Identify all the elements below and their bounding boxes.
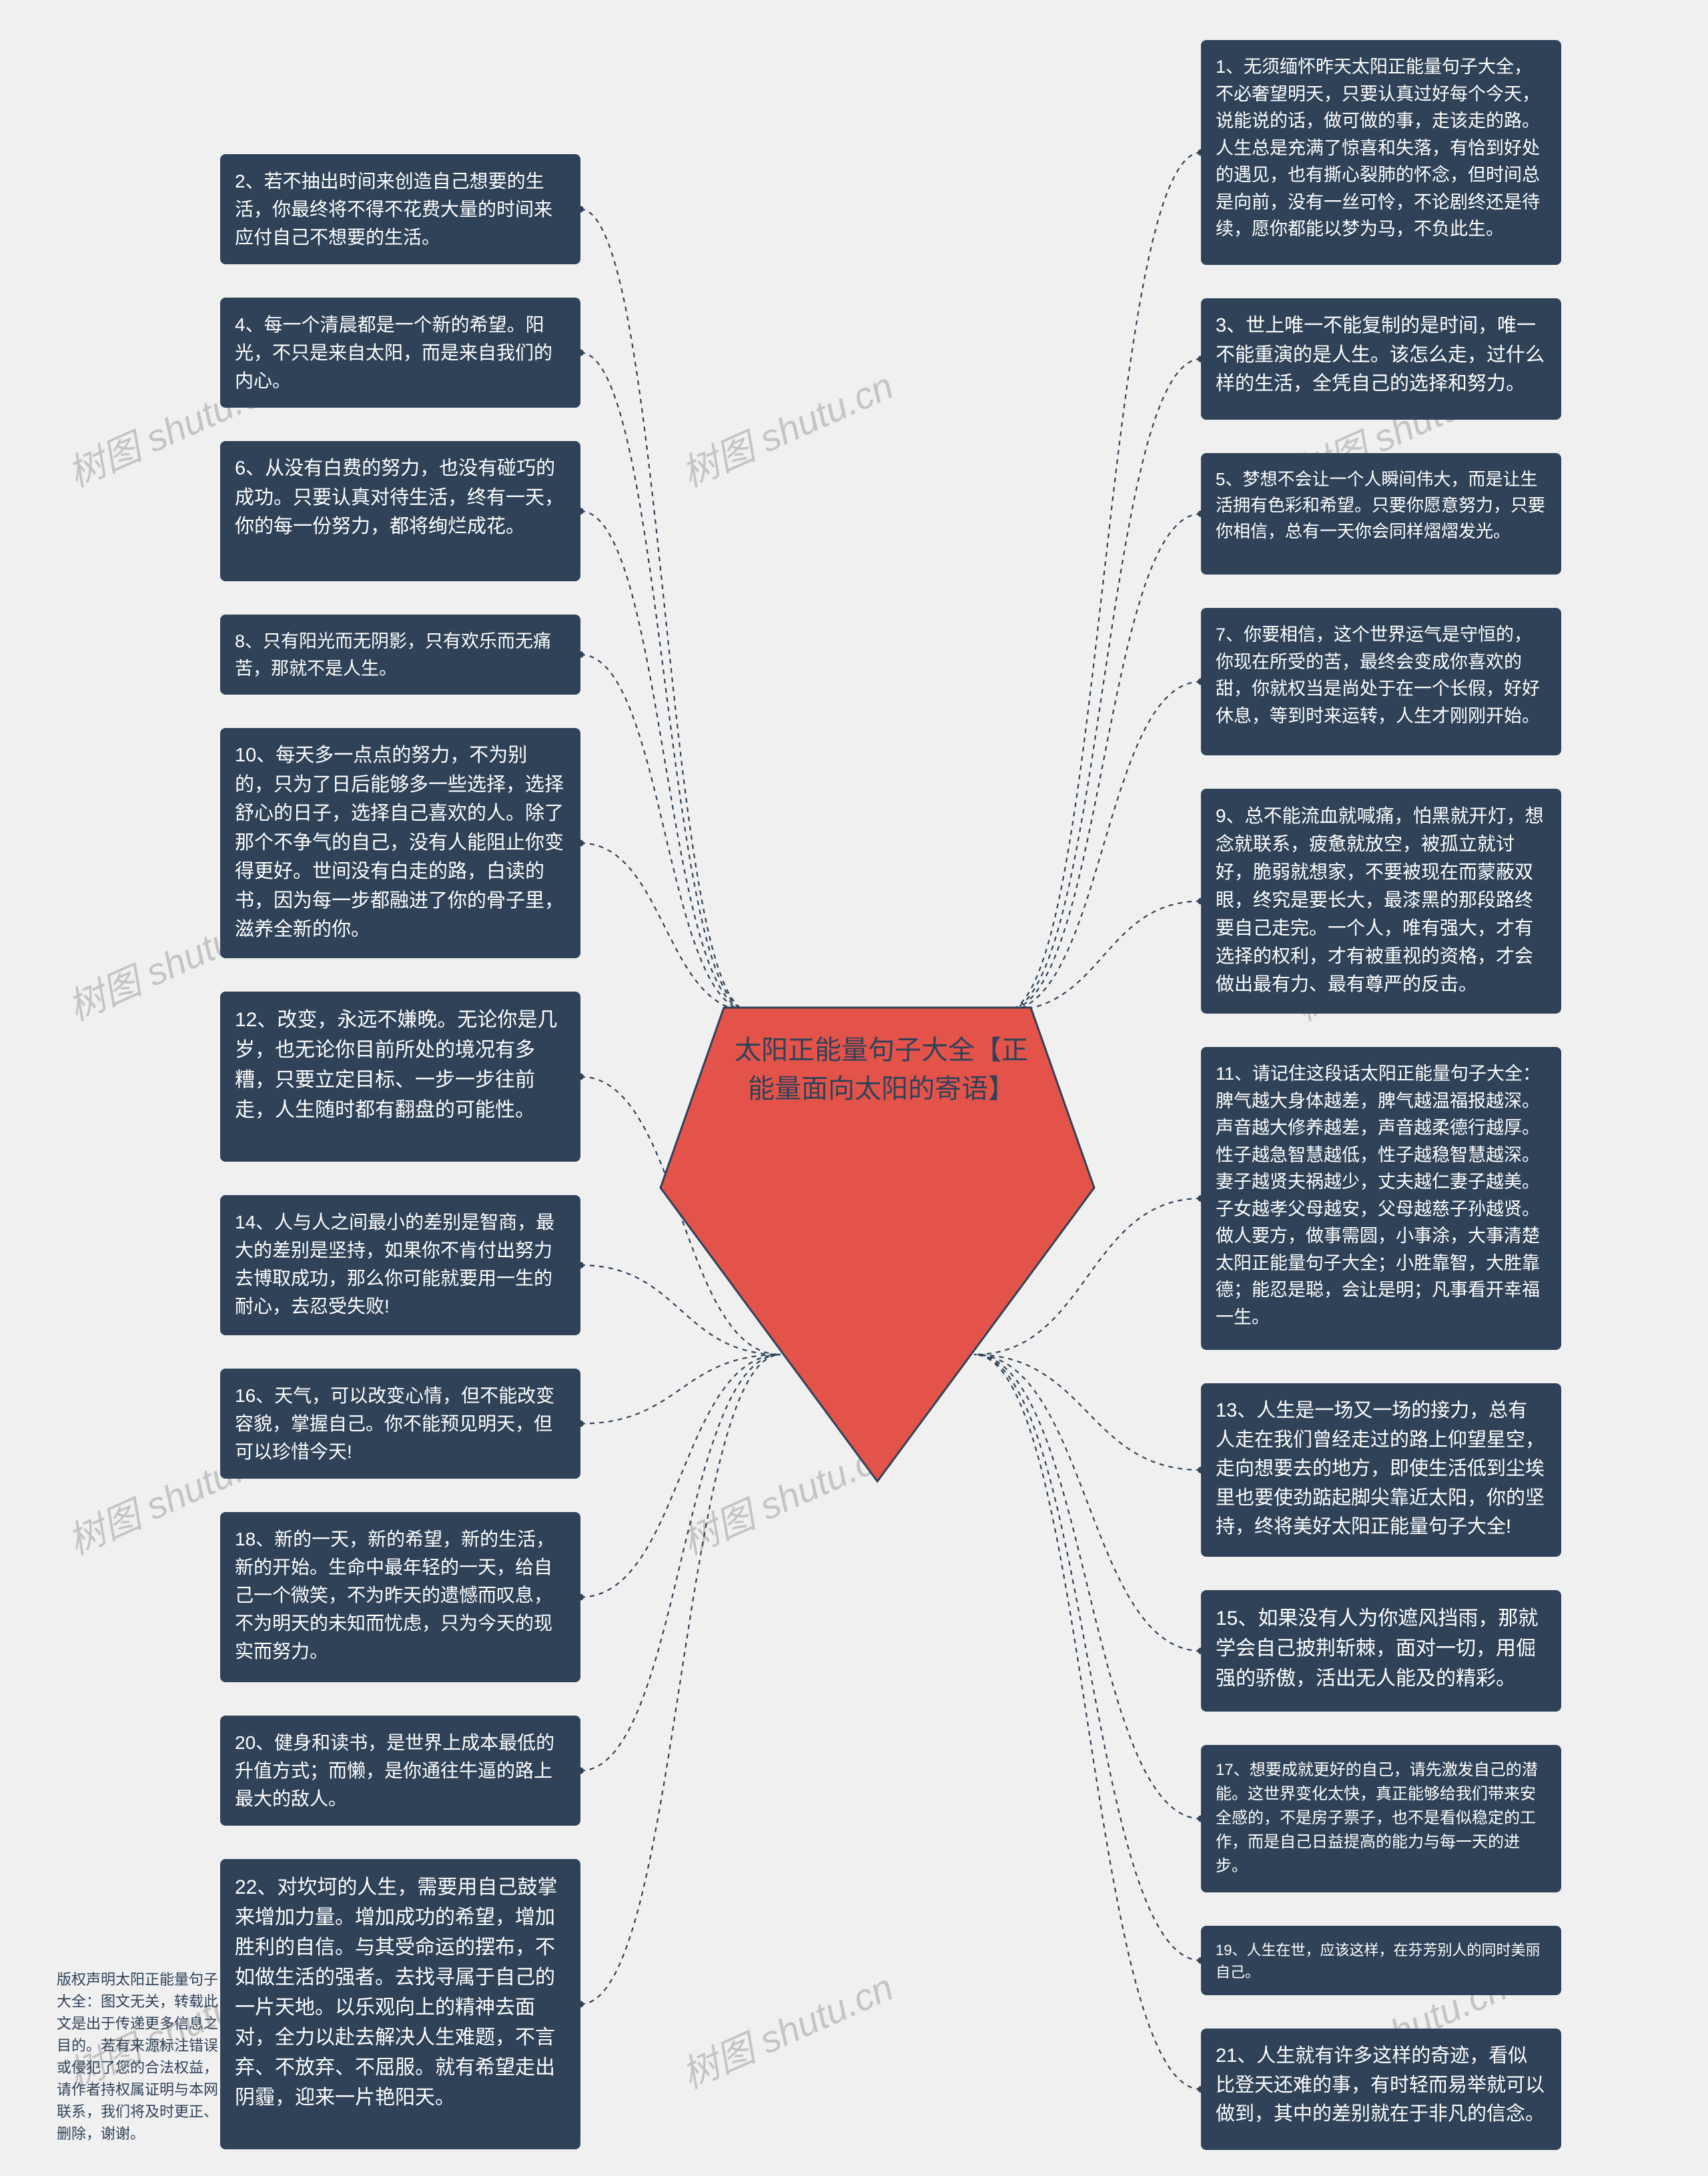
node-10: 10、每天多一点点的努力，不为别的，只为了日后能够多一些选择，选择舒心的日子，选… [220,728,580,958]
node-5: 5、梦想不会让一个人瞬间伟大，而是让生活拥有色彩和希望。只要你愿意努力，只要你相… [1201,453,1561,575]
watermark: 树图 shutu.cn [672,356,901,498]
node-15: 15、如果没有人为你遮风挡雨，那就学会自己披荆斩棘，面对一切，用倔强的骄傲，活出… [1201,1590,1561,1712]
node-2: 2、若不抽出时间来创造自己想要的生活，你最终将不得不花费大量的时间来应付自己不想… [220,154,580,264]
node-22: 22、对坎坷的人生，需要用自己鼓掌来增加力量。增加成功的希望，增加胜利的自信。与… [220,1859,580,2149]
node-11: 11、请记住这段话太阳正能量句子大全：脾气越大身体越差，脾气越温福报越深。声音越… [1201,1047,1561,1350]
node-19: 19、人生在世，应该这样，在芬芳别人的同时美丽自己。 [1201,1926,1561,1995]
diagram-stage: 树图 shutu.cn 树图 shutu.cn 树图 shutu.cn 树图 s… [0,0,1708,2176]
node-14: 14、人与人之间最小的差别是智商，最大的差别是坚持，如果你不肯付出努力去博取成功… [220,1195,580,1335]
center-title: 太阳正能量句子大全【正能量面向太阳的寄语】 [731,1031,1031,1108]
node-21: 21、人生就有许多这样的奇迹，看似比登天还难的事，有时轻而易举就可以做到，其中的… [1201,2029,1561,2150]
node-1: 1、无须缅怀昨天太阳正能量句子大全，不必奢望明天，只要认真过好每个今天，说能说的… [1201,40,1561,265]
copyright-note: 版权声明太阳正能量句子大全：图文无关，转载此文是出于传递更多信息之目的。若有来源… [57,1968,230,2145]
node-20: 20、健身和读书，是世界上成本最低的升值方式；而懒，是你通往牛逼的路上最大的敌人… [220,1716,580,1826]
node-17: 17、想要成就更好的自己，请先激发自己的潜能。这世界变化太快，真正能够给我们带来… [1201,1745,1561,1892]
node-18: 18、新的一天，新的希望，新的生活，新的开始。生命中最年轻的一天，给自己一个微笑… [220,1512,580,1682]
node-16: 16、天气，可以改变心情，但不能改变容貌，掌握自己。你不能预见明天，但可以珍惜今… [220,1369,580,1479]
watermark: 树图 shutu.cn [672,1424,901,1565]
node-13: 13、人生是一场又一场的接力，总有人走在我们曾经走过的路上仰望星空，走向想要去的… [1201,1383,1561,1557]
node-4: 4、每一个清晨都是一个新的希望。阳光，不只是来自太阳，而是来自我们的内心。 [220,298,580,408]
node-12: 12、改变，永远不嫌晚。无论你是几岁，也无论你目前所处的境况有多糟，只要立定目标… [220,992,580,1162]
node-7: 7、你要相信，这个世界运气是守恒的，你现在所受的苦，最终会变成你喜欢的甜，你就权… [1201,608,1561,755]
node-3: 3、世上唯一不能复制的是时间，唯一不能重演的是人生。该怎么走，过什么样的生活，全… [1201,298,1561,420]
node-6: 6、从没有白费的努力，也没有碰巧的成功。只要认真对待生活，终有一天，你的每一份努… [220,441,580,581]
node-8: 8、只有阳光而无阴影，只有欢乐而无痛苦，那就不是人生。 [220,615,580,695]
watermark: 树图 shutu.cn [672,1958,901,2099]
node-9: 9、总不能流血就喊痛，怕黑就开灯，想念就联系，疲惫就放空，被孤立就讨好，脆弱就想… [1201,789,1561,1014]
